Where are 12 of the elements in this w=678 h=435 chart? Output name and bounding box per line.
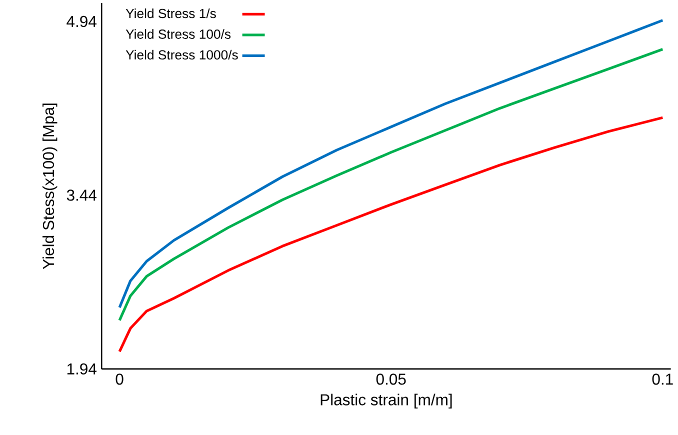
y-tick-label: 3.44 xyxy=(66,190,96,201)
y-axis-title: Yield Stess(x100) [Mpa] xyxy=(42,104,58,270)
x-tick-label: 0 xyxy=(116,374,124,385)
x-tick-label: 0.1 xyxy=(652,374,673,385)
line-series xyxy=(118,116,664,353)
x-axis-title: Plastic strain [m/m] xyxy=(320,394,452,408)
legend-label: Yield Stress 1000/s xyxy=(126,50,238,60)
y-tick-label: 4.94 xyxy=(66,16,96,28)
x-tick-label: 0.05 xyxy=(376,374,406,385)
legend-label: Yield Stress 100/s xyxy=(126,29,231,39)
legend-label: Yield Stress 1/s xyxy=(126,8,216,18)
y-tick-label: 1.94 xyxy=(67,363,96,374)
